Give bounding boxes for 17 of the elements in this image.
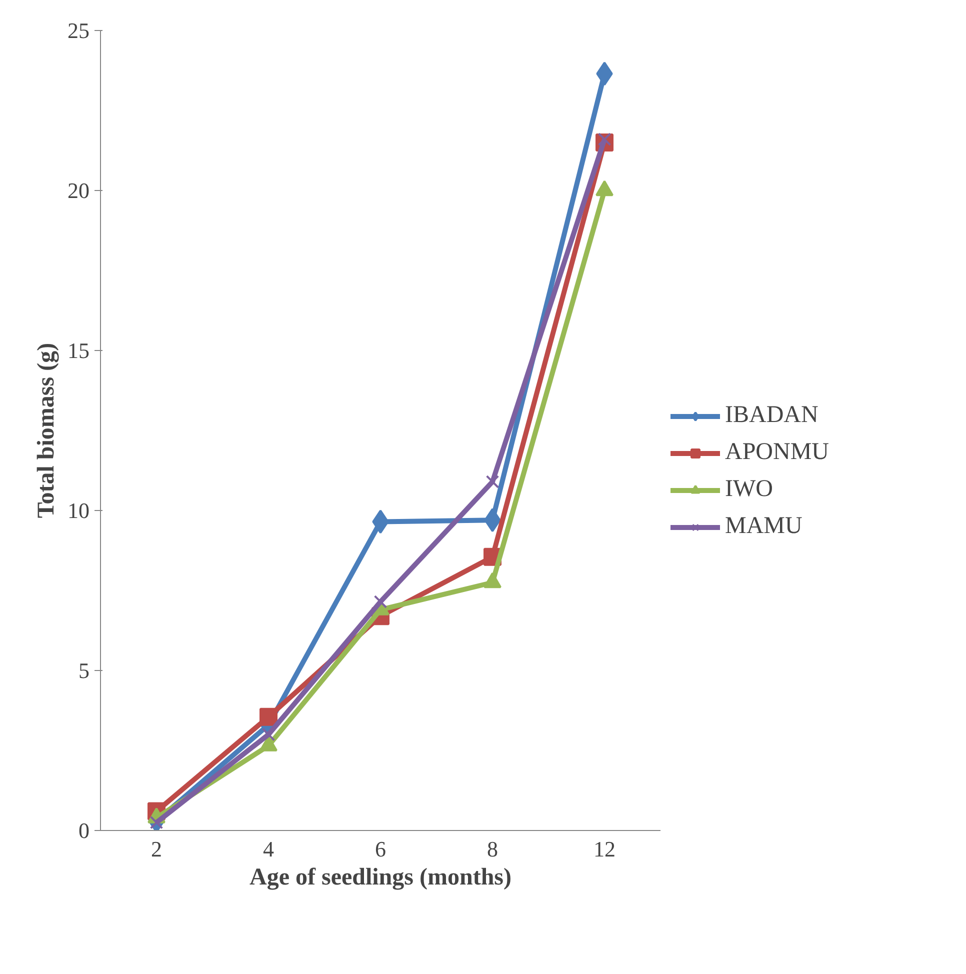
x-tick-label: 2 xyxy=(151,836,162,862)
y-tick-label: 20 xyxy=(68,178,90,203)
y-axis-title: Total biomass (g) xyxy=(34,342,60,518)
y-tick-label: 15 xyxy=(68,338,90,363)
x-tick-label: 8 xyxy=(487,836,498,862)
legend-label: IBADAN xyxy=(725,402,818,429)
legend-label: APONMU xyxy=(725,439,830,466)
x-tick-label: 4 xyxy=(263,836,274,862)
legend-label: MAMU xyxy=(725,513,802,540)
x-axis-title: Age of seedlings (months) xyxy=(250,864,512,890)
legend-label: IWO xyxy=(725,476,773,503)
y-tick-label: 10 xyxy=(68,498,90,523)
y-tick-label: 25 xyxy=(68,18,90,43)
y-tick-label: 5 xyxy=(78,658,90,683)
x-tick-label: 12 xyxy=(594,836,616,862)
y-tick-label: 0 xyxy=(78,818,90,843)
x-tick-label: 6 xyxy=(375,836,386,862)
